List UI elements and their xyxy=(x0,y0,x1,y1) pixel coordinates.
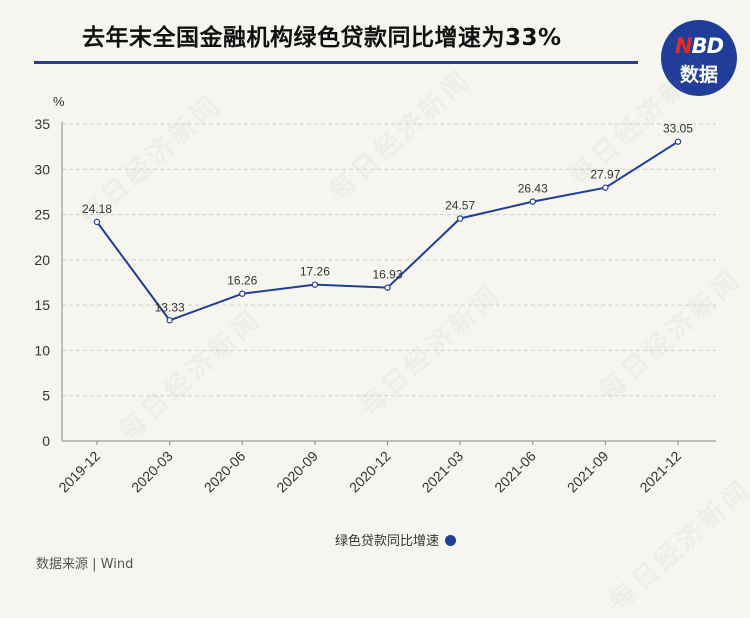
data-label: 24.18 xyxy=(82,202,112,216)
legend-label: 绿色贷款同比增速 xyxy=(335,534,440,549)
data-point xyxy=(602,184,609,191)
data-label: 27.97 xyxy=(590,168,620,182)
data-label: 16.93 xyxy=(372,268,402,282)
data-label: 17.26 xyxy=(300,265,330,279)
chart-title: 去年末全国金融机构绿色贷款同比增速为33% xyxy=(82,25,562,51)
data-point xyxy=(239,290,246,297)
nbd-logo: NBD 数据 xyxy=(661,20,737,96)
y-tick-label: 5 xyxy=(42,388,50,404)
y-axis-unit: % xyxy=(53,94,65,109)
data-point xyxy=(166,317,173,324)
x-tick-label: 2020-06 xyxy=(201,448,249,496)
y-tick-label: 0 xyxy=(42,433,50,449)
x-tick-label: 2021-12 xyxy=(636,448,684,496)
title-underline xyxy=(34,61,638,64)
x-tick-label: 2021-06 xyxy=(491,448,539,496)
x-tick-label: 2020-03 xyxy=(128,448,176,496)
data-point xyxy=(311,281,319,288)
nbd-logo-text: 数据 xyxy=(679,64,718,86)
data-label: 33.05 xyxy=(663,122,693,136)
x-tick-label: 2019-12 xyxy=(55,448,103,496)
data-label: 16.26 xyxy=(227,274,257,288)
data-point xyxy=(456,215,464,222)
y-tick-label: 25 xyxy=(34,207,50,223)
data-point xyxy=(529,198,536,205)
y-tick-label: 20 xyxy=(34,252,50,268)
x-tick-label: 2021-09 xyxy=(564,448,612,496)
data-source: 数据来源 | Wind xyxy=(36,557,134,572)
legend: 绿色贷款同比增速 xyxy=(335,530,457,549)
y-tick-label: 15 xyxy=(34,297,50,313)
data-label: 26.43 xyxy=(518,182,548,196)
data-point xyxy=(674,138,682,145)
x-tick-label: 2021-03 xyxy=(419,448,467,496)
data-point xyxy=(93,218,101,226)
data-label: 13.33 xyxy=(155,300,185,314)
data-label: 24.57 xyxy=(445,198,475,212)
data-point xyxy=(384,284,391,291)
x-tick-label: 2020-12 xyxy=(346,448,394,496)
x-tick-label: 2020-09 xyxy=(273,448,321,496)
y-tick-label: 10 xyxy=(34,342,50,358)
legend-marker xyxy=(445,535,457,546)
nbd-logo-mark: NBD xyxy=(674,34,724,58)
y-tick-label: 30 xyxy=(34,161,50,177)
y-tick-label: 35 xyxy=(34,116,50,132)
line-chart: 0 5 10 15 20 25 30 35 2019-12 2020-03 2020-06 2020-… xyxy=(34,116,716,496)
